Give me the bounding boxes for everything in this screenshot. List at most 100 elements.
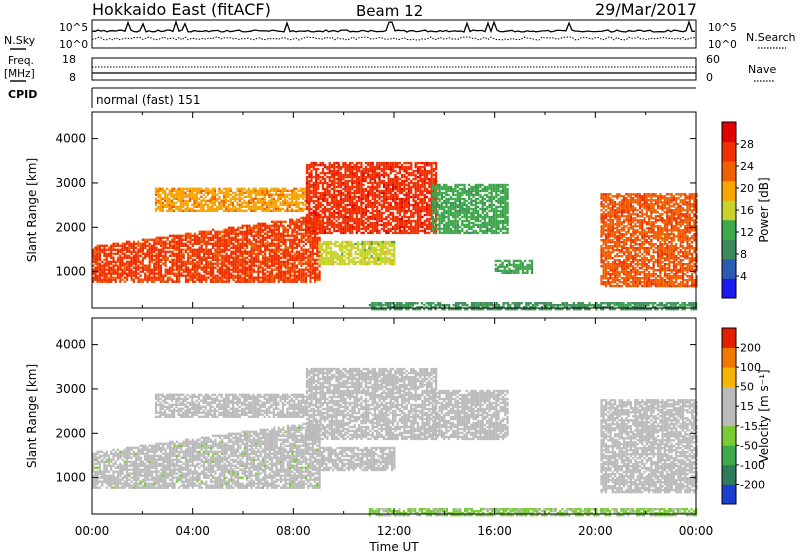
power-echo-cell-0 — [192, 273, 194, 275]
power-echo-cell-2 — [390, 188, 392, 190]
power-echo-cell-0 — [203, 265, 205, 267]
power-echo-cell-4 — [441, 212, 443, 214]
power-echo-cell-1 — [286, 190, 288, 192]
power-echo-cell-0 — [185, 249, 187, 251]
power-echo-cell-2 — [349, 186, 351, 188]
power-echo-cell-2 — [324, 222, 326, 224]
power-echo-cell-2 — [378, 202, 380, 204]
power-echo-cell-0 — [237, 255, 239, 257]
power-echo-cell-4 — [452, 230, 454, 232]
power-echo-cell-0 — [144, 265, 146, 267]
power-echo-cell-0 — [280, 221, 282, 223]
power-echo-cell-0 — [171, 259, 173, 261]
power-echo-cell-2 — [417, 166, 419, 168]
power-echo-cell-0 — [196, 235, 198, 237]
power-echo-cell-3 — [366, 241, 368, 243]
power-echo-cell-0 — [273, 243, 275, 245]
power-echo-cell-1 — [243, 192, 245, 194]
power-echo-cell-1 — [273, 188, 275, 190]
power-echo-cell-2 — [419, 230, 421, 232]
power-echo-cell-2 — [406, 230, 408, 232]
power-echo-cell-0 — [260, 281, 262, 283]
power-echo-cell-0 — [273, 269, 275, 271]
power-echo-cell-0 — [176, 241, 178, 243]
power-echo-cell-4 — [457, 184, 459, 186]
power-echo-cell-1 — [223, 188, 225, 190]
power-echo-cell-0 — [280, 245, 282, 247]
power-echo-cell-2 — [378, 224, 380, 226]
power-echo-cell-1 — [191, 204, 193, 206]
power-echo-cell-2 — [385, 182, 387, 184]
power-echo-cell-0 — [119, 273, 121, 275]
power-echo-cell-1 — [218, 188, 220, 190]
power-echo-cell-1 — [227, 188, 229, 190]
power-echo-cell-2 — [335, 230, 337, 232]
power-echo-cell-3 — [332, 243, 334, 245]
power-echo-cell-4 — [452, 212, 454, 214]
power-echo-cell-2 — [324, 172, 326, 174]
power-echo-cell-0 — [201, 257, 203, 259]
power-echo-cell-0 — [248, 259, 250, 261]
power-echo-cell-0 — [266, 225, 268, 227]
power-echo-cell-2 — [306, 164, 308, 166]
power-echo-cell-2 — [367, 162, 369, 164]
power-echo-cell-0 — [307, 255, 309, 257]
power-echo-cell-0 — [255, 231, 257, 233]
power-echo-cell-0 — [192, 259, 194, 261]
power-echo-cell-2 — [315, 168, 317, 170]
power-echo-cell-1 — [286, 194, 288, 196]
power-echo-cell-3 — [337, 241, 339, 243]
power-echo-cell-1 — [241, 198, 243, 200]
power-echo-cell-0 — [221, 231, 223, 233]
power-echo-cell-4 — [466, 190, 468, 192]
power-echo-cell-3 — [343, 259, 345, 261]
power-echo-cell-0 — [251, 227, 253, 229]
power-echo-cell-4 — [461, 198, 463, 200]
power-echo-cell-3 — [377, 249, 379, 251]
power-echo-cell-2 — [324, 206, 326, 208]
power-echo-cell-4 — [434, 232, 436, 234]
power-echo-cell-0 — [174, 253, 176, 255]
noise-search-line — [92, 37, 695, 40]
power-echo-cell-1 — [173, 202, 175, 204]
power-echo-cell-4 — [464, 232, 466, 234]
power-echo-cell-0 — [199, 231, 201, 233]
power-echo-cell-2 — [385, 206, 387, 208]
power-echo-cell-4 — [441, 186, 443, 188]
power-echo-cell-1 — [209, 206, 211, 208]
power-echo-cell-3 — [346, 241, 348, 243]
power-echo-cell-4 — [432, 216, 434, 218]
power-echo-cell-0 — [169, 235, 171, 237]
power-echo-cell-2 — [322, 168, 324, 170]
power-echo-cell-0 — [203, 231, 205, 233]
power-echo-cell-0 — [239, 275, 241, 277]
power-echo-cell-1 — [273, 194, 275, 196]
power-echo-cell-2 — [331, 212, 333, 214]
power-echo-cell-0 — [124, 281, 126, 283]
power-echo-cell-0 — [203, 249, 205, 251]
power-echo-cell-0 — [199, 247, 201, 249]
power-echo-cell-0 — [133, 255, 135, 257]
power-echo-cell-0 — [289, 219, 291, 221]
power-echo-cell-0 — [183, 239, 185, 241]
power-echo-cell-2 — [347, 174, 349, 176]
power-echo-cell-2 — [365, 226, 367, 228]
power-echo-cell-2 — [421, 198, 423, 200]
power-echo-cell-3 — [337, 263, 339, 265]
power-echo-cell-0 — [171, 251, 173, 253]
power-echo-cell-2 — [421, 216, 423, 218]
power-echo-cell-2 — [367, 232, 369, 234]
freq-tick-bottom: 8 — [69, 71, 76, 84]
power-echo-cell-2 — [369, 230, 371, 232]
power-echo-cell-1 — [203, 194, 205, 196]
power-echo-cell-0 — [187, 267, 189, 269]
power-echo-cell-2 — [344, 162, 346, 164]
power-echo-cell-2 — [331, 220, 333, 222]
power-echo-cell-0 — [305, 239, 307, 241]
power-echo-cell-2 — [342, 182, 344, 184]
power-echo-cell-0 — [205, 277, 207, 279]
power-echo-cell-0 — [194, 249, 196, 251]
power-echo-cell-2 — [317, 192, 319, 194]
power-echo-cell-0 — [246, 261, 248, 263]
